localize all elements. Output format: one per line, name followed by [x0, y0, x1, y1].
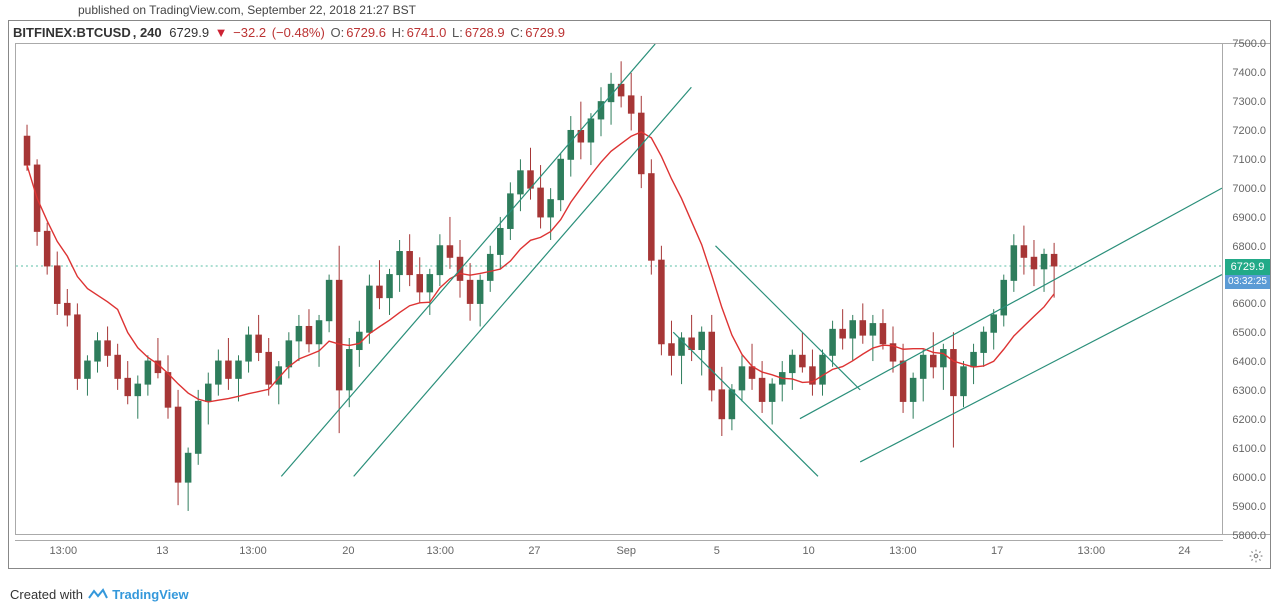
y-tick: 6300.0: [1232, 385, 1266, 397]
change-arrow-icon: ▼: [215, 25, 228, 40]
price-chart[interactable]: [15, 43, 1223, 535]
tradingview-brand[interactable]: TradingView: [112, 587, 188, 602]
low-label: L:: [452, 25, 463, 40]
y-tick: 6900.0: [1232, 212, 1266, 224]
x-tick: 20: [342, 545, 354, 557]
close-label: C:: [510, 25, 523, 40]
x-tick: 13: [156, 545, 168, 557]
x-tick: 13:00: [50, 545, 78, 557]
y-tick: 6500.0: [1232, 327, 1266, 339]
high-label: H:: [392, 25, 405, 40]
high-value: 6741.0: [407, 25, 447, 40]
y-tick: 5900.0: [1232, 501, 1266, 513]
x-axis: 13:00 13 13:00 20 13:00 27 Sep 5 10 13:00 17 13:00 2…: [15, 540, 1223, 568]
x-tick: Sep: [616, 545, 636, 557]
y-tick: 6000.0: [1232, 472, 1266, 484]
close-value: 6729.9: [525, 25, 565, 40]
x-tick: 13:00: [1078, 545, 1106, 557]
y-tick: 6200.0: [1232, 414, 1266, 426]
x-tick: 13:00: [239, 545, 267, 557]
y-tick: 5800.0: [1232, 530, 1266, 542]
footer: Created with TradingView: [10, 587, 189, 602]
low-value: 6728.9: [465, 25, 505, 40]
y-tick: 7000.0: [1232, 183, 1266, 195]
y-tick: 7100.0: [1232, 154, 1266, 166]
countdown-tag: 03:32:25: [1225, 275, 1270, 289]
chart-container: BITFINEX:BTCUSD, 240 6729.9 ▼ −32.2 (−0.…: [8, 20, 1271, 569]
published-text: published on TradingView.com, September …: [0, 0, 1274, 20]
y-tick: 6100.0: [1232, 443, 1266, 455]
y-tick: 7400.0: [1232, 67, 1266, 79]
x-tick: 27: [528, 545, 540, 557]
y-tick: 6800.0: [1232, 241, 1266, 253]
y-axis: 5800.05900.06000.06100.06200.06300.06400…: [1223, 43, 1270, 535]
y-tick: 7200.0: [1232, 125, 1266, 137]
change-value: −32.2: [233, 25, 266, 40]
y-tick: 7500.0: [1232, 38, 1266, 50]
y-tick: 7300.0: [1232, 96, 1266, 108]
symbol: BITFINEX:BTCUSD, 240: [13, 25, 164, 40]
gear-icon[interactable]: [1249, 549, 1263, 563]
open-label: O:: [330, 25, 344, 40]
x-tick: 17: [991, 545, 1003, 557]
x-tick: 5: [714, 545, 720, 557]
info-bar: BITFINEX:BTCUSD, 240 6729.9 ▼ −32.2 (−0.…: [13, 25, 567, 40]
y-tick: 6600.0: [1232, 298, 1266, 310]
x-tick: 13:00: [426, 545, 454, 557]
x-tick: 24: [1178, 545, 1190, 557]
x-tick: 10: [803, 545, 815, 557]
price-tag: 6729.9: [1225, 259, 1270, 275]
footer-label: Created with: [10, 587, 83, 602]
open-value: 6729.6: [346, 25, 386, 40]
y-tick: 6400.0: [1232, 356, 1266, 368]
last-price: 6729.9: [169, 25, 209, 40]
change-pct: (−0.48%): [272, 25, 325, 40]
x-tick: 13:00: [889, 545, 917, 557]
